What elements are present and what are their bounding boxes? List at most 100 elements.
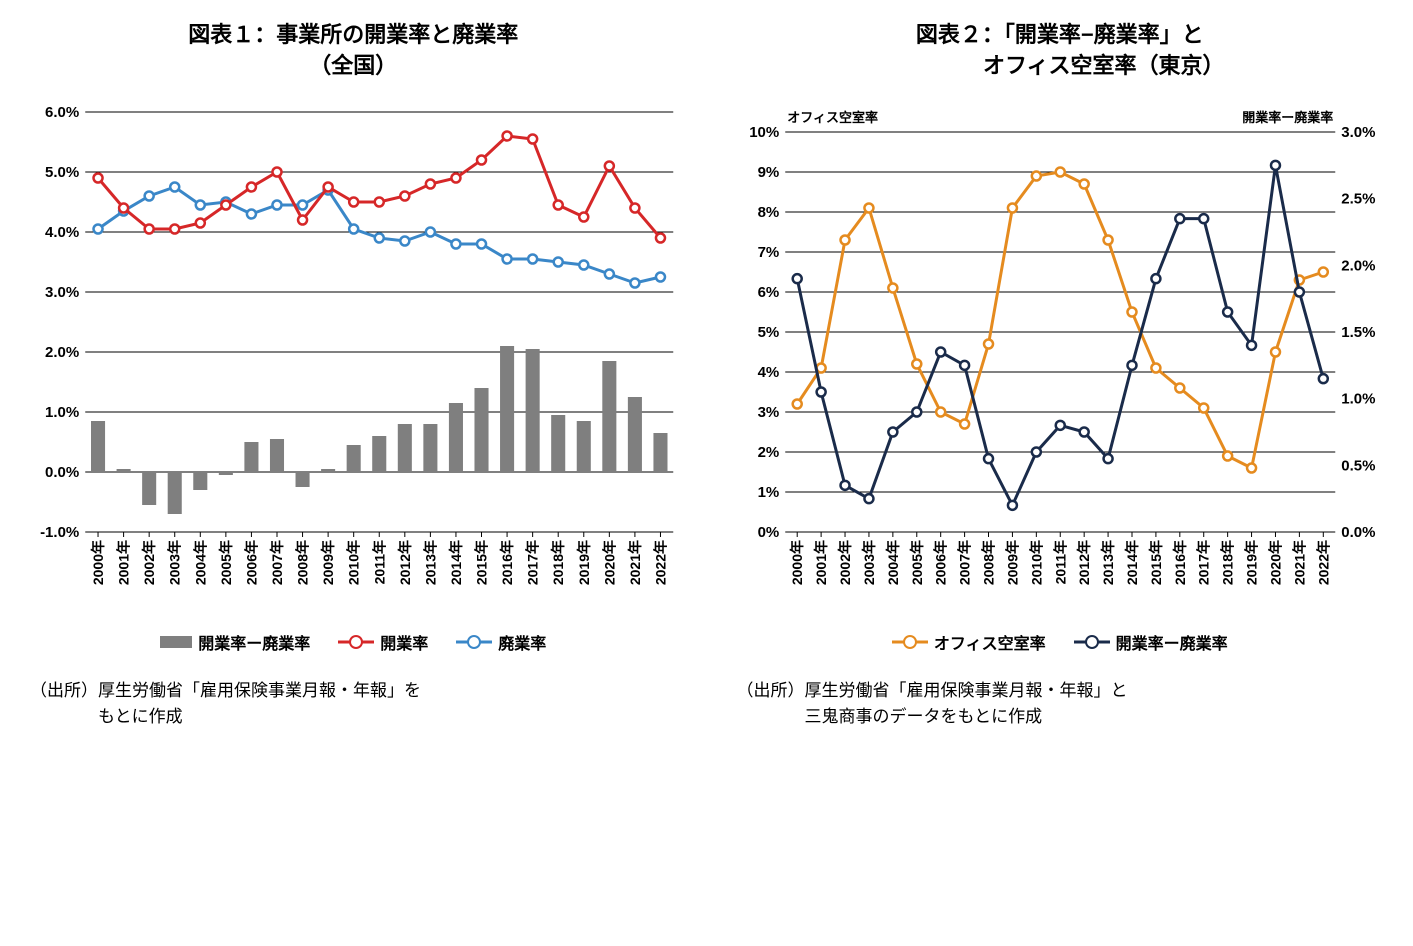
svg-text:2006年: 2006年 (932, 540, 948, 585)
svg-text:1.5%: 1.5% (1341, 324, 1375, 341)
svg-text:2014年: 2014年 (448, 540, 464, 585)
chart1-legend-open: 開業率 (338, 630, 428, 654)
chart2-panel: 図表２：「開業率−廃業率」と オフィス空室率（東京） オフィス空室率開業率ー廃業… (727, 20, 1394, 729)
svg-text:2010年: 2010年 (346, 540, 362, 585)
svg-text:7%: 7% (757, 244, 779, 261)
svg-text:2018年: 2018年 (550, 540, 566, 585)
chart1-legend: 開業率ー廃業率 開業率 廃業率 (20, 630, 687, 654)
svg-text:2012年: 2012年 (397, 540, 413, 585)
svg-text:2019年: 2019年 (1243, 540, 1259, 585)
svg-text:2016年: 2016年 (1171, 540, 1187, 585)
svg-text:2000年: 2000年 (789, 540, 805, 585)
svg-text:2022年: 2022年 (652, 540, 668, 585)
svg-text:2011年: 2011年 (1052, 540, 1068, 584)
svg-text:10%: 10% (749, 124, 779, 141)
svg-text:2%: 2% (757, 444, 779, 461)
svg-text:0.5%: 0.5% (1341, 457, 1375, 474)
chart2-legend-vacancy: オフィス空室率 (892, 630, 1046, 654)
svg-text:1.0%: 1.0% (1341, 391, 1375, 408)
chart2-title: 図表２：「開業率−廃業率」と オフィス空室率（東京） (727, 20, 1394, 82)
svg-text:2009年: 2009年 (320, 540, 336, 585)
svg-text:1%: 1% (757, 484, 779, 501)
chart1-source-line2: もとに作成 (30, 704, 687, 730)
svg-text:2.0%: 2.0% (45, 344, 79, 361)
svg-text:2021年: 2021年 (627, 540, 643, 585)
chart1-title-line1: 図表１：事業所の開業率と廃業率 (20, 20, 687, 51)
svg-text:2004年: 2004年 (884, 540, 900, 585)
svg-text:3.0%: 3.0% (1341, 124, 1375, 141)
svg-text:2022年: 2022年 (1315, 540, 1331, 585)
svg-text:2017年: 2017年 (525, 540, 541, 585)
svg-text:2003年: 2003年 (860, 540, 876, 585)
svg-text:2005年: 2005年 (908, 540, 924, 585)
chart2-legend-vacancy-label: オフィス空室率 (934, 630, 1046, 654)
chart1-source: （出所）厚生労働省「雇用保険事業月報・年報」を もとに作成 (20, 678, 687, 729)
svg-text:2015年: 2015年 (1147, 540, 1163, 585)
svg-text:3.0%: 3.0% (45, 284, 79, 301)
svg-text:8%: 8% (757, 204, 779, 221)
svg-text:2014年: 2014年 (1123, 540, 1139, 585)
svg-text:2007年: 2007年 (956, 540, 972, 585)
chart1-legend-open-label: 開業率 (380, 630, 428, 654)
chart1-source-line1: （出所）厚生労働省「雇用保険事業月報・年報」を (30, 678, 687, 704)
svg-text:2016年: 2016年 (499, 540, 515, 585)
chart2-title-line1: 図表２：「開業率−廃業率」と (727, 20, 1394, 51)
svg-text:2015年: 2015年 (474, 540, 490, 585)
svg-text:2007年: 2007年 (269, 540, 285, 585)
svg-text:2020年: 2020年 (1267, 540, 1283, 585)
svg-text:2008年: 2008年 (295, 540, 311, 585)
svg-text:2.0%: 2.0% (1341, 257, 1375, 274)
svg-text:5%: 5% (757, 324, 779, 341)
svg-text:2013年: 2013年 (1100, 540, 1116, 585)
svg-text:2000年: 2000年 (90, 540, 106, 585)
svg-text:オフィス空室率: オフィス空室率 (787, 110, 878, 125)
chart2-title-line2: オフィス空室率（東京） (727, 51, 1394, 82)
chart2-source: （出所）厚生労働省「雇用保険事業月報・年報」と 三鬼商事のデータをもとに作成 (727, 678, 1394, 729)
svg-text:1.0%: 1.0% (45, 404, 79, 421)
svg-text:2008年: 2008年 (980, 540, 996, 585)
chart1-legend-close-label: 廃業率 (498, 630, 546, 654)
svg-text:開業率ー廃業率: 開業率ー廃業率 (1242, 110, 1333, 125)
svg-text:-1.0%: -1.0% (40, 524, 79, 541)
chart1-area: -1.0%0.0%1.0%2.0%3.0%4.0%5.0%6.0%2000年20… (20, 102, 687, 622)
svg-text:2006年: 2006年 (243, 540, 259, 585)
svg-text:2013年: 2013年 (422, 540, 438, 585)
svg-text:2001年: 2001年 (116, 540, 132, 585)
svg-text:2018年: 2018年 (1219, 540, 1235, 585)
chart2-legend: オフィス空室率 開業率ー廃業率 (727, 630, 1394, 654)
svg-text:9%: 9% (757, 164, 779, 181)
chart1-panel: 図表１：事業所の開業率と廃業率 （全国） -1.0% 0.0% 1.0% 2.0% 3.… (20, 20, 687, 729)
svg-text:2020年: 2020年 (601, 540, 617, 585)
svg-text:2012年: 2012年 (1076, 540, 1092, 585)
chart2-legend-diff: 開業率ー廃業率 (1074, 630, 1228, 654)
svg-text:4%: 4% (757, 364, 779, 381)
svg-text:5.0%: 5.0% (45, 164, 79, 181)
svg-text:6.0%: 6.0% (45, 104, 79, 121)
svg-text:2001年: 2001年 (813, 540, 829, 585)
svg-text:2010年: 2010年 (1028, 540, 1044, 585)
svg-text:2002年: 2002年 (141, 540, 157, 585)
svg-text:2002年: 2002年 (837, 540, 853, 585)
svg-text:2004年: 2004年 (192, 540, 208, 585)
chart2-legend-diff-label: 開業率ー廃業率 (1116, 630, 1228, 654)
svg-text:6%: 6% (757, 284, 779, 301)
chart1-legend-bars-label: 開業率ー廃業率 (198, 630, 310, 654)
svg-text:2.5%: 2.5% (1341, 191, 1375, 208)
svg-text:2005年: 2005年 (218, 540, 234, 585)
svg-text:0%: 0% (757, 524, 779, 541)
svg-text:2009年: 2009年 (1004, 540, 1020, 585)
svg-text:2017年: 2017年 (1195, 540, 1211, 585)
svg-text:0.0%: 0.0% (45, 464, 79, 481)
svg-text:0.0%: 0.0% (1341, 524, 1375, 541)
svg-text:2011年: 2011年 (371, 540, 387, 584)
svg-text:2021年: 2021年 (1291, 540, 1307, 585)
svg-text:3%: 3% (757, 404, 779, 421)
chart2-area: オフィス空室率 開業率ー廃業率 0% 1% 2% 3% 4% 5% 6% 7% 8% 9% 10% 0.0… (727, 102, 1394, 622)
svg-text:2003年: 2003年 (167, 540, 183, 585)
chart1-legend-close: 廃業率 (456, 630, 546, 654)
chart1-title-line2: （全国） (20, 51, 687, 82)
chart1-title: 図表１：事業所の開業率と廃業率 （全国） (20, 20, 687, 82)
svg-text:2019年: 2019年 (576, 540, 592, 585)
chart2-source-line1: （出所）厚生労働省「雇用保険事業月報・年報」と (737, 678, 1394, 704)
chart2-source-line2: 三鬼商事のデータをもとに作成 (737, 704, 1394, 730)
